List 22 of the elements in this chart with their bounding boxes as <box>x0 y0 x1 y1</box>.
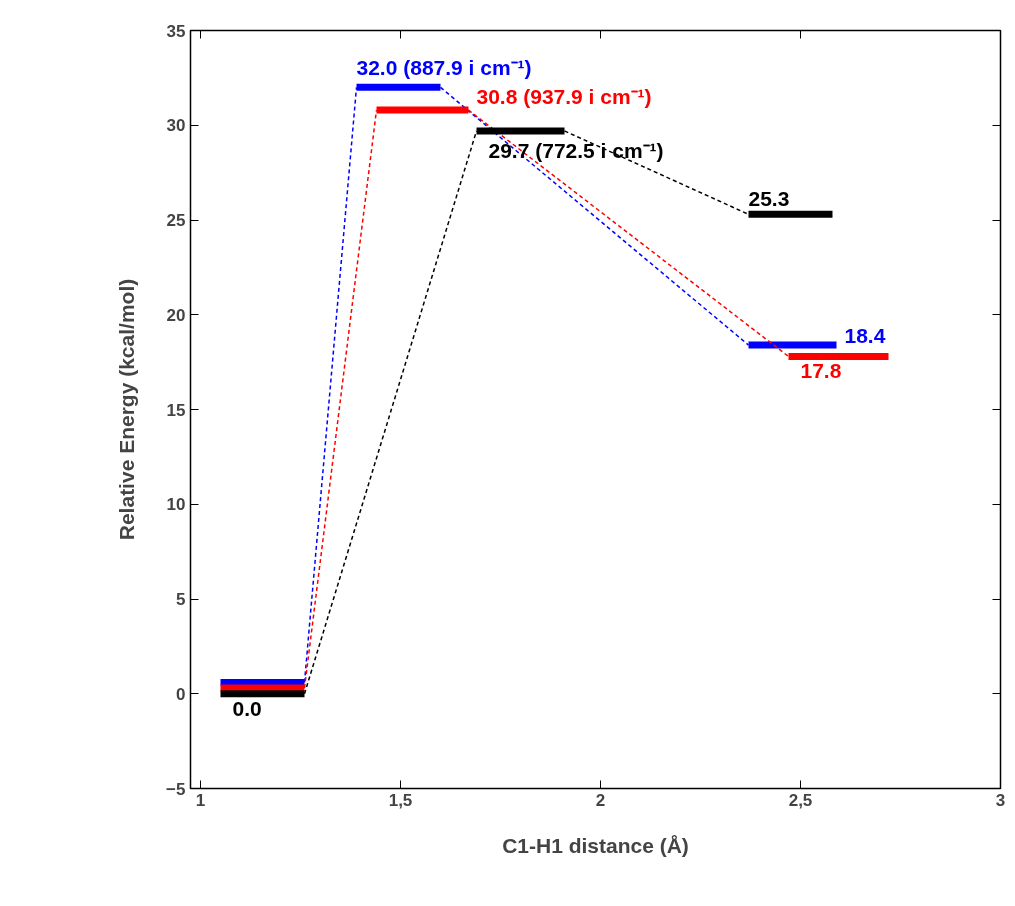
y-tick-label: 10 <box>166 495 186 515</box>
y-tick-label: 35 <box>166 21 186 41</box>
x-tick-label: 2 <box>595 790 606 810</box>
x-axis-title: C1-H1 distance (Å) <box>502 833 689 857</box>
y-tick-label: 15 <box>166 400 186 420</box>
x-tick-label: 3 <box>995 790 1006 810</box>
data-label: 17.8 <box>800 359 842 383</box>
data-label: 32.0 (887.9 i cm⁻¹) <box>356 56 532 80</box>
x-tick-label: 1,5 <box>388 790 413 810</box>
data-label: 25.3 <box>748 187 790 211</box>
x-tick-label: 2,5 <box>788 790 813 810</box>
y-tick-label: 25 <box>166 211 186 230</box>
y-tick-label: −5 <box>166 779 186 799</box>
y-axis-title: Relative Energy (kcal/mol) <box>115 278 139 541</box>
data-label: 30.8 (937.9 i cm⁻¹) <box>476 85 652 109</box>
y-tick-label: 20 <box>166 305 186 325</box>
y-tick-label: 0 <box>176 684 186 704</box>
x-tick-label: 1 <box>195 790 206 810</box>
y-tick-label: 30 <box>166 116 186 136</box>
data-label: 18.4 <box>844 324 886 348</box>
y-tick-label: 5 <box>176 590 186 609</box>
data-label: 0.0 <box>232 696 262 720</box>
